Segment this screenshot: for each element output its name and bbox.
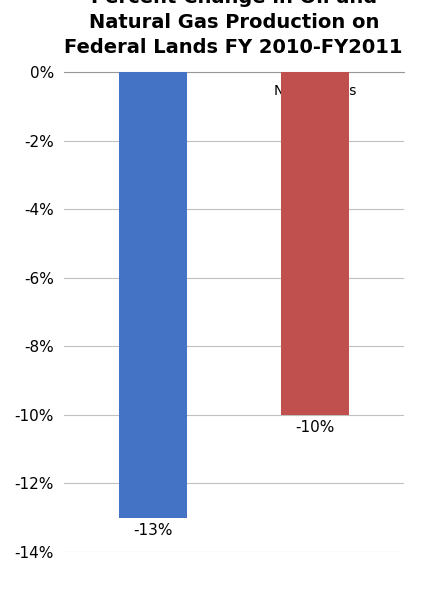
Bar	[280, 72, 348, 415]
Title: Percent Change in Oil and
Natural Gas Production on
Federal Lands FY 2010-FY2011: Percent Change in Oil and Natural Gas Pr…	[65, 0, 403, 56]
Bar	[119, 72, 187, 518]
Text: -10%: -10%	[295, 420, 334, 435]
Text: -13%: -13%	[133, 523, 173, 538]
